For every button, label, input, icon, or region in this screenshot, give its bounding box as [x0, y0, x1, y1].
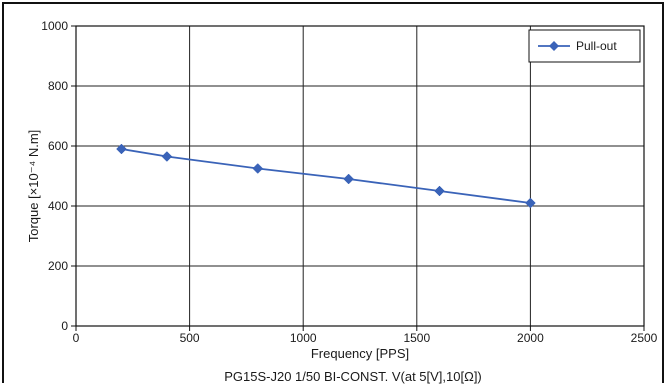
x-tick-label: 1000 — [290, 331, 317, 345]
y-axis-ticks: 0 200 400 600 800 1000 — [41, 19, 76, 333]
y-tick-label: 200 — [48, 259, 68, 273]
plot-area — [75, 25, 645, 327]
series-line — [121, 148, 531, 204]
legend: Pull-out — [528, 29, 641, 63]
x-tick-label: 1500 — [403, 331, 430, 345]
y-tick-label: 0 — [61, 319, 68, 333]
chart-caption: PG15S-J20 1/50 BI-CONST. V(at 5[V],10[Ω]… — [224, 369, 482, 384]
y-tick-label: 400 — [48, 199, 68, 213]
y-tick-label: 800 — [48, 79, 68, 93]
data-point — [161, 151, 173, 162]
y-axis-title: Torque [×10⁻⁴ N.m] — [26, 130, 41, 243]
data-point — [252, 163, 264, 174]
data-point — [116, 143, 127, 155]
x-tick-label: 500 — [180, 331, 200, 345]
data-point — [525, 197, 536, 209]
x-tick-label: 2000 — [517, 331, 544, 345]
x-axis-title: Frequency [PPS] — [311, 346, 409, 361]
x-tick-label: 0 — [73, 331, 80, 345]
y-tick-label: 600 — [48, 139, 68, 153]
y-tick-label: 1000 — [41, 19, 68, 33]
x-tick-label: 2500 — [631, 331, 658, 345]
series-layer — [116, 143, 536, 209]
legend-marker — [549, 41, 559, 51]
grid — [76, 26, 644, 326]
data-point — [434, 185, 445, 197]
legend-label: Pull-out — [576, 39, 617, 53]
data-point — [343, 173, 354, 185]
x-axis-ticks: 0 500 1000 1500 2000 2500 — [73, 326, 658, 345]
chart-frame — [2, 2, 664, 383]
